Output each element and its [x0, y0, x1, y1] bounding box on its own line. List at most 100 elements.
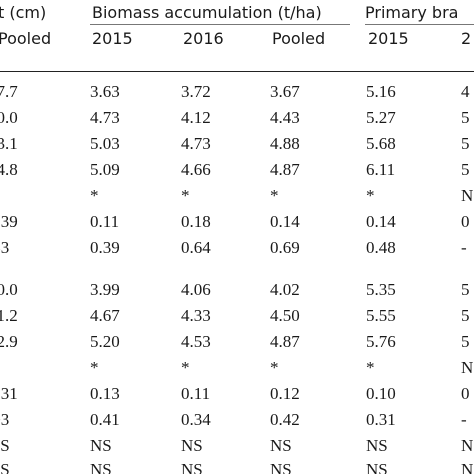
table-cell: 5.35: [366, 280, 396, 299]
table-cell: 4: [461, 82, 470, 101]
table-cell: 0.64: [181, 238, 211, 257]
table-cell: 53.1: [0, 134, 18, 153]
table-cell: *: [366, 186, 375, 205]
table-cell: 4.87: [270, 332, 300, 351]
col-header-2016-2: 2: [461, 29, 472, 48]
table-cell: 51.2: [0, 306, 18, 325]
primary-branches-group-underline: [365, 24, 474, 25]
table-cell: 5: [461, 306, 470, 325]
table-cell: -: [461, 238, 467, 257]
table-cell: 0: [461, 212, 470, 231]
table-cell: *: [270, 358, 279, 377]
table-cell: *: [90, 358, 99, 377]
table-cell: 0.69: [270, 238, 300, 257]
table-cell: 50.0: [0, 108, 18, 127]
table-cell: 5.09: [90, 160, 120, 179]
table-cell: *: [270, 186, 279, 205]
table-cell: 4.66: [181, 160, 211, 179]
table-cell: *: [366, 358, 375, 377]
table-cell: NS: [181, 460, 203, 474]
table-cell: 4.33: [181, 306, 211, 325]
table-cell: 0.11: [181, 384, 211, 403]
header-group-biomass: Biomass accumulation (t/ha): [92, 3, 322, 22]
table-cell: 4.50: [270, 306, 300, 325]
table-cell: 0.14: [270, 212, 300, 231]
table-cell: .83: [0, 238, 10, 257]
table-cell: 0.14: [366, 212, 396, 231]
table-cell: 5.03: [90, 134, 120, 153]
table-cell: 5.20: [90, 332, 120, 351]
table-cell: NS: [90, 436, 112, 455]
col-header-pooled-1: Pooled: [0, 29, 52, 48]
table-cell: 5.16: [366, 82, 396, 101]
table-cell: 57.7: [0, 82, 18, 101]
col-header-2016-1: 2016: [183, 29, 224, 48]
table-cell: 4.53: [181, 332, 211, 351]
table-cell: NS: [366, 436, 388, 455]
table-cell: N: [461, 358, 474, 377]
table-cell: 0.31: [366, 410, 396, 429]
table-cell: 5: [461, 108, 470, 127]
table-cell: 6.11: [366, 160, 396, 179]
table-cell: 5.68: [366, 134, 396, 153]
table-cell: .03: [0, 410, 10, 429]
header-group-height: t (cm): [0, 3, 47, 22]
table-cell: 5.27: [366, 108, 396, 127]
table-cell: 54.8: [0, 160, 18, 179]
table-cell: 4.67: [90, 306, 120, 325]
table-cell: *: [181, 358, 190, 377]
col-header-pooled-2: Pooled: [272, 29, 326, 48]
table-cell: NS: [0, 436, 10, 455]
table-cell: 0.12: [270, 384, 300, 403]
col-header-2015-1: 2015: [92, 29, 133, 48]
table-cell: 4.43: [270, 108, 300, 127]
table-cell: *: [90, 186, 99, 205]
table-cell: 5.55: [366, 306, 396, 325]
table-cell: NS: [270, 436, 292, 455]
table-cell: 4.02: [270, 280, 300, 299]
table-cell: 0.11: [90, 212, 120, 231]
table-cell: 0.18: [181, 212, 211, 231]
table-cell: 0.48: [366, 238, 396, 257]
table-cell: *: [181, 186, 190, 205]
table-cell: NS: [90, 460, 112, 474]
table-cell: 3.67: [270, 82, 300, 101]
table-cell: 52.9: [0, 332, 18, 351]
table-cell: 5: [461, 134, 470, 153]
table-cell: N: [461, 460, 474, 474]
table-cell: NS: [270, 460, 292, 474]
table-cell: 4.88: [270, 134, 300, 153]
table-cell: -: [461, 410, 467, 429]
table-cell: 0.34: [181, 410, 211, 429]
table-cell: 4.87: [270, 160, 300, 179]
table-cell: 3.72: [181, 82, 211, 101]
table-cell: 5: [461, 160, 470, 179]
header-body-rule: [0, 71, 474, 72]
biomass-group-underline: [90, 24, 350, 25]
table-cell: 4.06: [181, 280, 211, 299]
table-cell: 5.76: [366, 332, 396, 351]
table-cell: 0.10: [366, 384, 396, 403]
table-cell: 0.13: [90, 384, 120, 403]
table-cell: 4.12: [181, 108, 211, 127]
col-header-2015-2: 2015: [368, 29, 409, 48]
table-cell: NS: [0, 460, 10, 474]
table-cell: 4.73: [90, 108, 120, 127]
table-cell: N: [461, 436, 474, 455]
table-cell: 3.99: [90, 280, 120, 299]
table-cell: 5: [461, 332, 470, 351]
table-cell: 0.41: [90, 410, 120, 429]
table-cell: 50.0: [0, 280, 18, 299]
table-cell: 0: [461, 384, 470, 403]
table-cell: NS: [181, 436, 203, 455]
table-cell: 5: [461, 280, 470, 299]
table-cell: 3.63: [90, 82, 120, 101]
header-group-primary-branches: Primary bra: [365, 3, 459, 22]
table-cell: N: [461, 186, 474, 205]
table-cell: 0.39: [0, 212, 18, 231]
table-cell: 0.39: [90, 238, 120, 257]
table-cell: 0.31: [0, 384, 18, 403]
table-cell: NS: [366, 460, 388, 474]
table-cell: 0.42: [270, 410, 300, 429]
